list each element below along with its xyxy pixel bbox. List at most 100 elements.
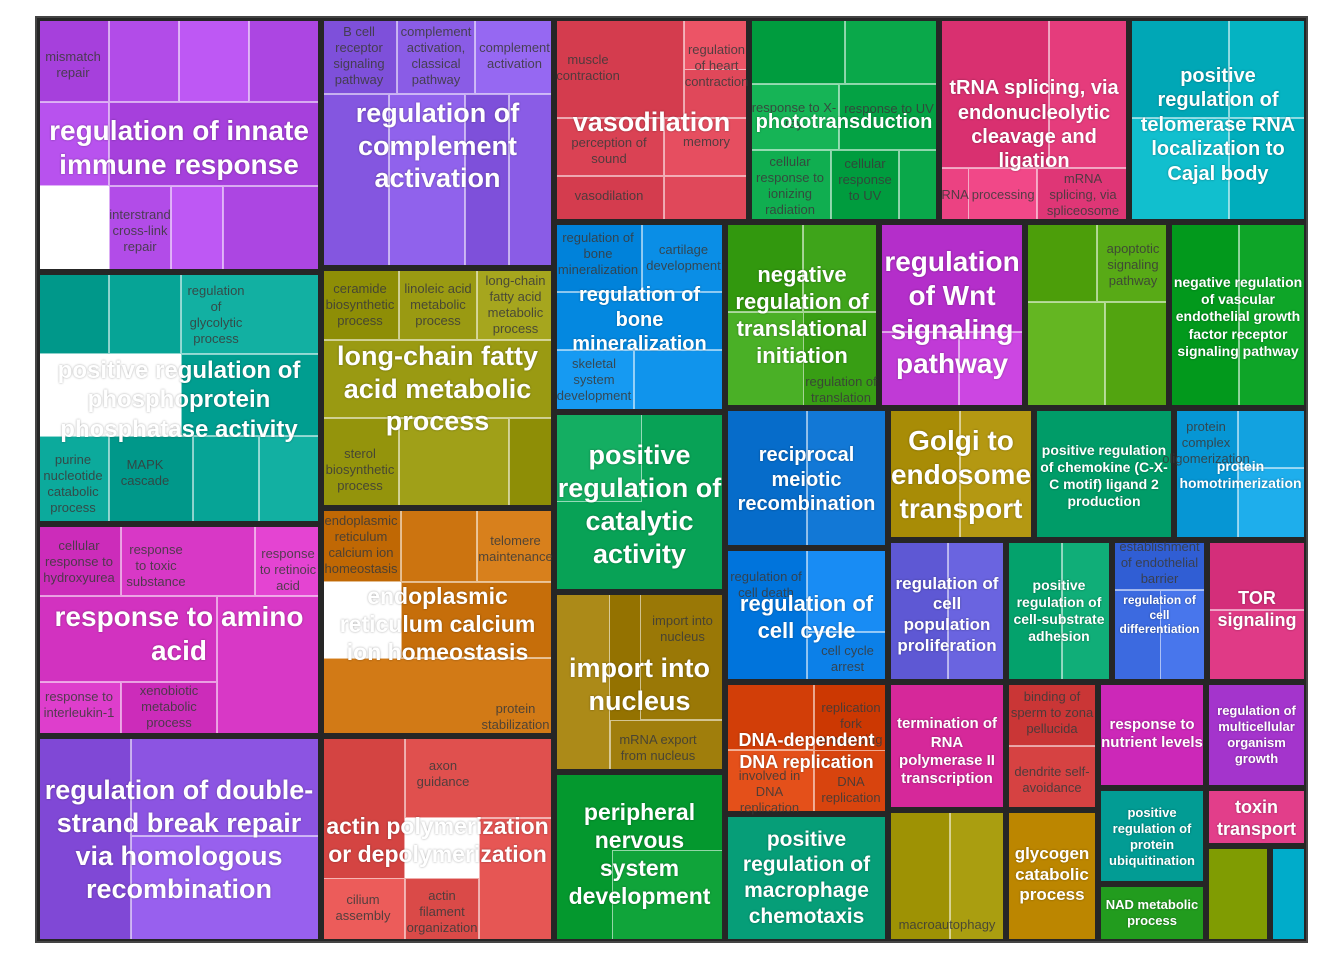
treemap-cell <box>950 810 1006 942</box>
treemap-cell <box>1025 302 1105 408</box>
treemap-cell <box>1129 18 1229 118</box>
treemap-cell <box>1098 788 1206 884</box>
treemap-cell <box>321 508 401 582</box>
treemap-cell <box>1006 540 1062 682</box>
treemap-cell <box>684 18 749 70</box>
treemap-cell <box>814 750 888 814</box>
treemap-cell <box>664 176 749 222</box>
treemap-cell <box>879 332 959 408</box>
treemap-cell <box>397 18 475 94</box>
treemap-cell <box>807 408 888 548</box>
treemap-cell <box>37 596 217 682</box>
treemap-cell <box>939 18 1049 168</box>
treemap-cell <box>1206 682 1307 788</box>
treemap-cell <box>37 436 109 524</box>
treemap-cell <box>321 658 554 736</box>
treemap-cell <box>554 118 664 176</box>
treemap-cell <box>1169 222 1239 408</box>
treemap-cell <box>509 94 554 268</box>
treemap-cell <box>1229 118 1307 222</box>
treemap-cell <box>475 18 554 94</box>
treemap-cell <box>1112 540 1207 590</box>
treemap-cell <box>879 222 1025 332</box>
treemap-cell <box>321 94 389 268</box>
treemap-cell <box>554 176 664 222</box>
treemap-cell <box>1062 540 1112 682</box>
treemap-cell <box>554 412 642 502</box>
treemap-cell <box>1229 18 1307 118</box>
treemap-cell <box>888 682 1006 810</box>
treemap-cell <box>1238 468 1307 540</box>
treemap-cell <box>1098 682 1206 788</box>
treemap-cell <box>259 436 321 524</box>
treemap-cell <box>1239 222 1307 408</box>
treemap-cell <box>1049 18 1129 168</box>
treemap-cell <box>109 272 181 354</box>
treemap-cell <box>960 408 1034 540</box>
treemap-cell <box>888 408 960 540</box>
treemap-cell <box>554 18 684 118</box>
treemap-cell <box>634 350 725 412</box>
treemap-cell <box>477 508 554 582</box>
treemap-cell <box>803 312 879 408</box>
treemap-cell <box>465 94 509 268</box>
treemap-cell <box>1160 590 1207 682</box>
treemap-cell <box>749 18 845 84</box>
treemap-cell <box>1037 168 1129 222</box>
treemap-cell <box>479 818 554 942</box>
treemap-cell <box>1006 682 1098 746</box>
treemap-cell <box>131 736 321 836</box>
treemap-cell <box>554 592 610 772</box>
treemap-cell <box>399 268 477 340</box>
treemap-cell <box>948 540 1006 682</box>
treemap-cell <box>181 272 321 354</box>
treemap-cell <box>401 508 477 582</box>
treemap-cell <box>389 94 465 268</box>
treemap-cell <box>1129 118 1229 222</box>
treemap-cell <box>1006 810 1098 942</box>
treemap-cell <box>640 592 725 720</box>
treemap-cell <box>845 18 939 84</box>
treemap-cell <box>321 268 399 340</box>
treemap-cell <box>1206 788 1307 846</box>
treemap-cell <box>509 418 554 508</box>
treemap-cell <box>725 408 807 548</box>
treemap-cell <box>725 750 814 814</box>
treemap-cell <box>399 418 509 508</box>
treemap-cell <box>1174 408 1238 540</box>
treemap-cell <box>725 222 803 312</box>
treemap-cell <box>37 18 109 102</box>
treemap-cell <box>1206 846 1270 942</box>
treemap-cell <box>839 84 939 150</box>
treemap-cell <box>223 186 321 270</box>
treemap-cell <box>807 632 888 682</box>
treemap-cell <box>803 222 879 312</box>
treemap-cell <box>193 436 259 524</box>
treemap-cell <box>401 582 554 658</box>
treemap-cell <box>725 548 807 682</box>
treemap-cell <box>405 878 479 942</box>
treemap-cell <box>554 350 634 412</box>
treemap-cell <box>1207 610 1307 682</box>
treemap-cell <box>749 150 831 222</box>
treemap-cell <box>1098 884 1206 942</box>
treemap-cell <box>477 268 554 340</box>
treemap-cell <box>405 736 554 818</box>
treemap-cell <box>217 596 321 736</box>
treemap-cell <box>255 524 321 596</box>
treemap-cell <box>37 272 109 354</box>
treemap-cell <box>1270 846 1307 942</box>
treemap-cell <box>610 720 725 772</box>
treemap-cell <box>37 102 109 186</box>
treemap-cell <box>831 150 899 222</box>
treemap-cell <box>554 292 725 350</box>
treemap-cell <box>121 524 255 596</box>
treemap-cell <box>612 850 725 942</box>
treemap-cell <box>888 540 948 682</box>
treemap-cell <box>1097 222 1169 302</box>
treemap-cell <box>109 102 321 186</box>
treemap-cell <box>179 18 249 102</box>
treemap-cell <box>171 186 223 270</box>
treemap-cell <box>37 524 121 596</box>
treemap-cell <box>37 682 121 736</box>
